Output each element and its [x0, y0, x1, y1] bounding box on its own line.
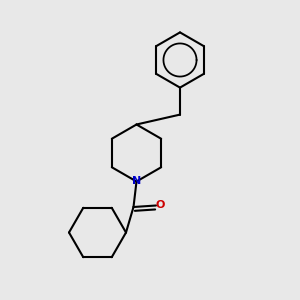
Text: N: N	[132, 176, 141, 187]
Text: O: O	[155, 200, 165, 211]
